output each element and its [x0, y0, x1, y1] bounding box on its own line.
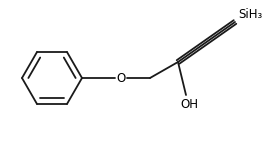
- Text: O: O: [116, 71, 126, 84]
- Text: OH: OH: [180, 98, 198, 111]
- Text: SiH₃: SiH₃: [238, 7, 262, 20]
